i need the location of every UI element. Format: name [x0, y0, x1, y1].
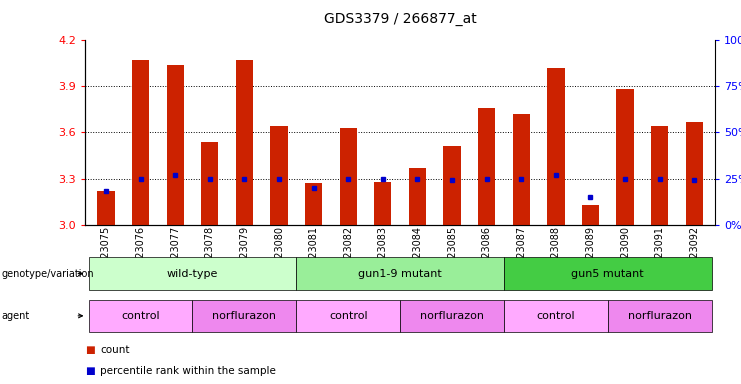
- Bar: [617, 89, 634, 225]
- Text: control: control: [536, 311, 575, 321]
- Bar: [97, 191, 115, 225]
- Bar: [339, 128, 357, 225]
- Text: count: count: [100, 345, 130, 355]
- Text: percentile rank within the sample: percentile rank within the sample: [100, 366, 276, 376]
- Text: norflurazon: norflurazon: [420, 311, 484, 321]
- Bar: [167, 65, 184, 225]
- Text: genotype/variation: genotype/variation: [1, 268, 94, 279]
- Text: wild-type: wild-type: [167, 268, 218, 279]
- Text: norflurazon: norflurazon: [628, 311, 691, 321]
- Text: GDS3379 / 266877_at: GDS3379 / 266877_at: [324, 12, 476, 25]
- Bar: [443, 146, 461, 225]
- Text: control: control: [329, 311, 368, 321]
- Text: gun1-9 mutant: gun1-9 mutant: [358, 268, 442, 279]
- Bar: [685, 122, 703, 225]
- Bar: [374, 182, 391, 225]
- Text: ■: ■: [85, 366, 95, 376]
- Bar: [270, 126, 288, 225]
- Bar: [582, 205, 599, 225]
- Bar: [651, 126, 668, 225]
- Text: ■: ■: [85, 345, 95, 355]
- Bar: [478, 108, 495, 225]
- Text: gun5 mutant: gun5 mutant: [571, 268, 644, 279]
- Bar: [201, 142, 219, 225]
- Text: agent: agent: [1, 311, 30, 321]
- Text: norflurazon: norflurazon: [213, 311, 276, 321]
- Bar: [132, 60, 149, 225]
- Bar: [409, 168, 426, 225]
- Bar: [236, 60, 253, 225]
- Text: control: control: [122, 311, 160, 321]
- Bar: [513, 114, 530, 225]
- Bar: [305, 183, 322, 225]
- Bar: [547, 68, 565, 225]
